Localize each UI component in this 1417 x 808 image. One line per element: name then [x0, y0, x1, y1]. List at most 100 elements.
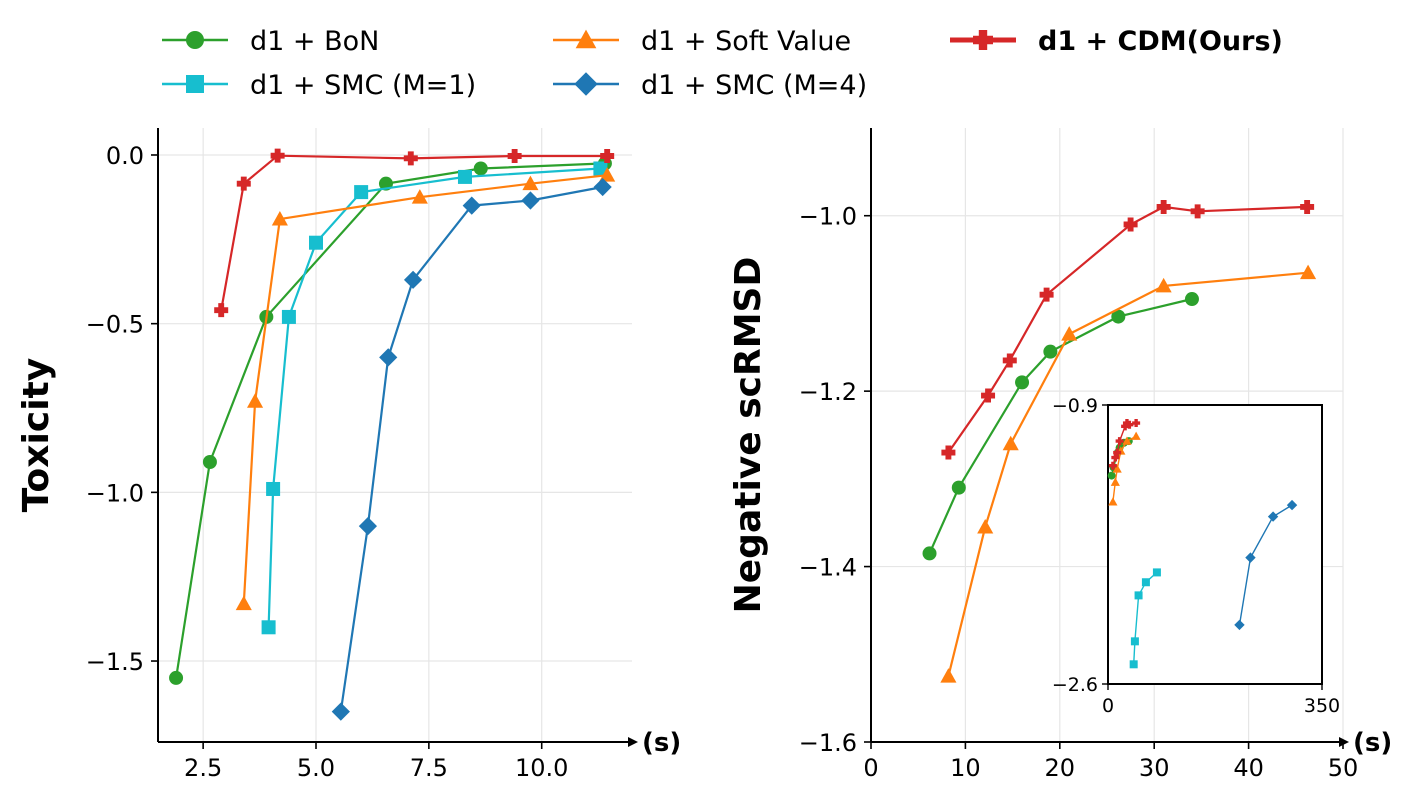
inset-data-point-smc1	[1130, 637, 1139, 646]
inset-data-point-smc4	[1286, 499, 1298, 511]
data-point-smc1	[457, 169, 472, 184]
data-point-cdm	[403, 151, 418, 166]
data-point-smc1	[309, 235, 323, 250]
inset-data-point-smc4	[1245, 552, 1256, 563]
legend-marker-sv	[575, 29, 597, 49]
data-point-smc1	[281, 309, 296, 324]
y-tick-label: −1.4	[799, 554, 857, 582]
legend-label-cdm: d1 + CDM(Ours)	[1038, 26, 1283, 57]
inset-data-point-sv	[1110, 477, 1120, 486]
data-point-sv	[599, 167, 616, 182]
inset-data-point-cdm	[1115, 437, 1124, 446]
inset-frame	[1107, 404, 1323, 685]
toxicity-chart: 2.5 5.0 7.5 10.0 0.0 −0.5 −1.0 −1.5 (s) Toxicity	[16, 128, 681, 782]
legend-item-smc4: d1 + SMC (M=4)	[553, 70, 867, 101]
legend-item-smc1: d1 + SMC (M=1)	[162, 70, 476, 101]
y-tick-label: −1.0	[799, 203, 857, 231]
series-line-sv	[242, 174, 608, 604]
data-point-bon	[473, 161, 488, 176]
legend-label-sv: d1 + Soft Value	[641, 26, 851, 57]
legend-item-bon: d1 + BoN	[162, 26, 379, 57]
data-point-bon	[169, 670, 184, 685]
data-point-cdm	[1190, 204, 1205, 219]
scrmsd-chart: 0 10 20 30 40 50 −1.0 −1.2 −1.4 −1.6 (s) Negative s…	[728, 128, 1392, 782]
data-point-sv	[1061, 326, 1078, 341]
data-point-sv	[271, 211, 288, 226]
inset-y-tick-label: −0.9	[1052, 395, 1098, 417]
data-point-sv	[522, 175, 539, 191]
data-point-smc4	[521, 191, 540, 210]
y-axis-label: Toxicity	[16, 358, 57, 512]
legend-label-smc1: d1 + SMC (M=1)	[250, 70, 476, 101]
inset-data-point-cdm	[1113, 448, 1122, 457]
data-point-smc4	[358, 516, 378, 536]
data-point-sv	[247, 393, 264, 408]
data-point-bon	[1015, 375, 1030, 390]
y-tick-label: −1.5	[86, 648, 144, 676]
series-line-smc4	[339, 185, 603, 712]
inset-data-point-smc4	[1267, 511, 1279, 522]
x-tick-label: 7.5	[410, 754, 448, 782]
x-tick-label: 10	[950, 754, 981, 782]
series-line-cdm	[220, 154, 608, 311]
inset-data-point-smc1	[1129, 660, 1138, 669]
data-point-sv	[235, 595, 252, 611]
data-point-smc4	[379, 348, 398, 367]
series-line-sv	[947, 271, 1309, 677]
series-line-bon	[928, 297, 1193, 554]
legend-marker-bon	[186, 31, 204, 49]
series-line-bon	[175, 162, 605, 679]
inset-y-tick-label: −2.6	[1052, 674, 1098, 696]
data-point-cdm	[941, 445, 956, 460]
inset-data-point-cdm	[1121, 422, 1130, 431]
x-tick-label: 20	[1045, 754, 1076, 782]
y-tick-label: −1.6	[799, 729, 857, 757]
legend-label-bon: d1 + BoN	[250, 26, 379, 57]
y-tick-label: −1.0	[86, 479, 144, 507]
data-point-cdm	[236, 176, 251, 191]
data-point-cdm	[1300, 199, 1315, 214]
data-point-bon	[202, 454, 217, 469]
data-point-bon	[1184, 292, 1199, 307]
inset-data-point-sv	[1131, 431, 1141, 440]
data-point-smc1	[261, 620, 276, 635]
data-point-smc4	[331, 702, 350, 721]
inset-data-point-sv	[1112, 464, 1122, 473]
data-point-cdm	[507, 149, 522, 164]
x-tick-label: 30	[1139, 754, 1170, 782]
inset-data-point-cdm	[1111, 453, 1120, 462]
inset-data-point-smc1	[1152, 568, 1161, 577]
data-point-smc1	[593, 161, 608, 176]
data-point-sv	[1300, 264, 1317, 280]
x-tick-label: 2.5	[184, 754, 222, 782]
data-point-bon	[951, 480, 966, 495]
data-point-cdm	[1039, 287, 1054, 302]
inset-data-point-smc1	[1141, 578, 1150, 587]
legend-label-smc4: d1 + SMC (M=4)	[641, 70, 867, 101]
x-axis-unit: (s)	[1353, 728, 1392, 758]
data-point-smc4	[593, 177, 612, 197]
legend-marker-smc1	[186, 75, 204, 93]
inset-data-point-sv	[1122, 436, 1132, 445]
data-point-smc4	[462, 196, 481, 215]
data-point-bon	[1043, 344, 1058, 359]
data-point-smc4	[403, 270, 423, 289]
inset-data-point-smc1	[1134, 591, 1143, 600]
inset-data-point-cdm	[1125, 420, 1134, 429]
legend: d1 + BoN d1 + Soft Value d1 + CDM(Ours) d1 …	[162, 26, 1283, 101]
data-point-cdm	[981, 388, 996, 403]
x-tick-label: 5.0	[297, 754, 335, 782]
data-point-cdm	[270, 148, 285, 163]
legend-item-cdm: d1 + CDM(Ours)	[950, 26, 1283, 57]
x-tick-label: 40	[1233, 754, 1264, 782]
x-tick-label: 10.0	[515, 754, 568, 782]
data-point-cdm	[1156, 199, 1171, 214]
data-point-bon	[1111, 309, 1126, 324]
data-point-smc1	[266, 481, 281, 496]
legend-item-sv: d1 + Soft Value	[553, 26, 851, 57]
inset-x-tick-label: 0	[1102, 695, 1114, 717]
data-point-smc1	[354, 185, 369, 200]
inset-x-tick-label: 350	[1304, 695, 1340, 717]
inset-data-point-bon	[1107, 471, 1116, 480]
